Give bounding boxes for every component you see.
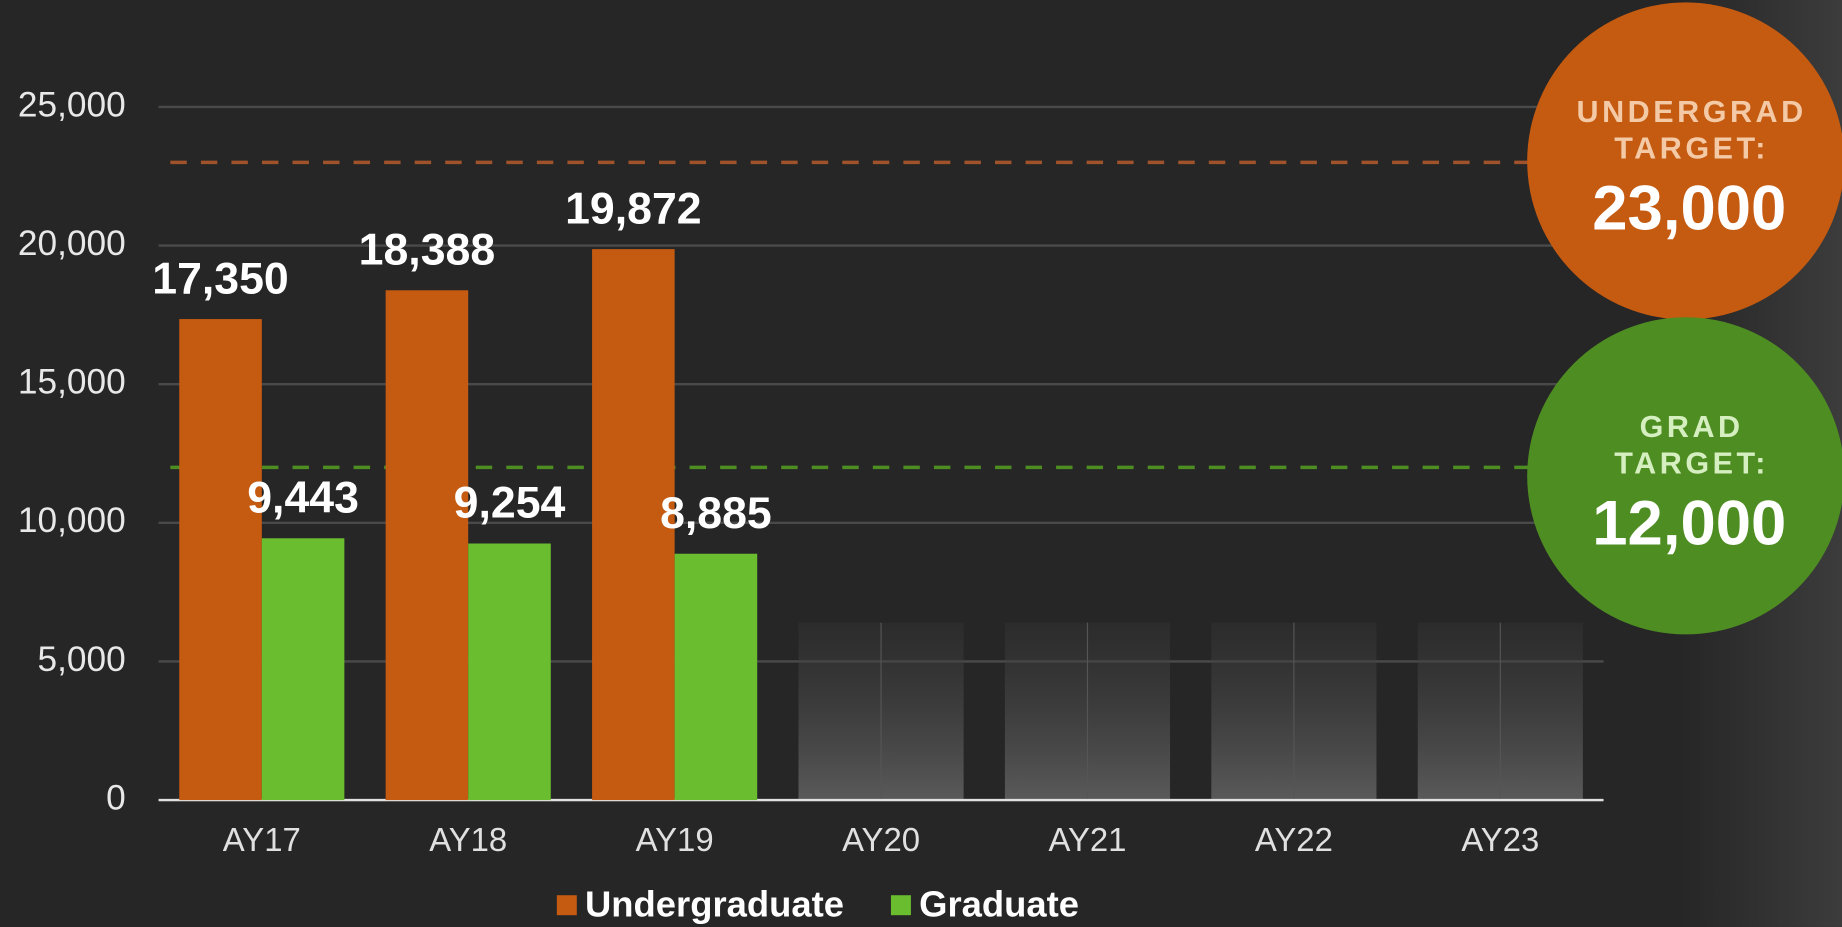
x-tick-label: AY21 xyxy=(1048,821,1126,858)
bar xyxy=(179,319,262,801)
target-badge xyxy=(1527,317,1842,635)
target-label: GRAD xyxy=(1640,410,1744,444)
target-label: UNDERGRAD xyxy=(1577,95,1807,129)
target-badge xyxy=(1527,2,1842,320)
target-value: 12,000 xyxy=(1592,488,1786,558)
y-tick-label: 5,000 xyxy=(38,640,126,679)
data-label: 8,885 xyxy=(660,489,772,538)
data-label: 17,350 xyxy=(152,254,289,303)
bar xyxy=(468,543,551,801)
x-tick-label: AY22 xyxy=(1255,821,1333,858)
y-tick-label: 10,000 xyxy=(18,501,126,540)
x-tick-label: AY23 xyxy=(1461,821,1539,858)
y-tick-label: 15,000 xyxy=(18,363,126,402)
legend-swatch xyxy=(556,895,577,916)
data-label: 18,388 xyxy=(359,225,496,274)
legend-swatch xyxy=(890,895,911,916)
data-label: 9,254 xyxy=(454,479,566,528)
legend-label: Graduate xyxy=(919,884,1079,925)
target-label: TARGET: xyxy=(1614,446,1769,480)
y-tick-label: 25,000 xyxy=(18,85,126,124)
x-tick-label: AY18 xyxy=(429,821,507,858)
legend-label: Undergraduate xyxy=(585,884,844,925)
data-label: 19,872 xyxy=(565,184,702,233)
target-value: 23,000 xyxy=(1592,173,1786,243)
x-tick-label: AY17 xyxy=(223,821,301,858)
x-tick-label: AY20 xyxy=(842,821,920,858)
bar xyxy=(674,553,758,801)
bar xyxy=(385,290,469,801)
x-tick-label: AY19 xyxy=(636,821,714,858)
bar xyxy=(261,538,345,801)
y-tick-label: 0 xyxy=(106,778,126,817)
y-tick-label: 20,000 xyxy=(18,224,126,263)
bar xyxy=(592,249,675,801)
data-label: 9,443 xyxy=(247,473,359,522)
target-label: TARGET: xyxy=(1614,131,1769,165)
